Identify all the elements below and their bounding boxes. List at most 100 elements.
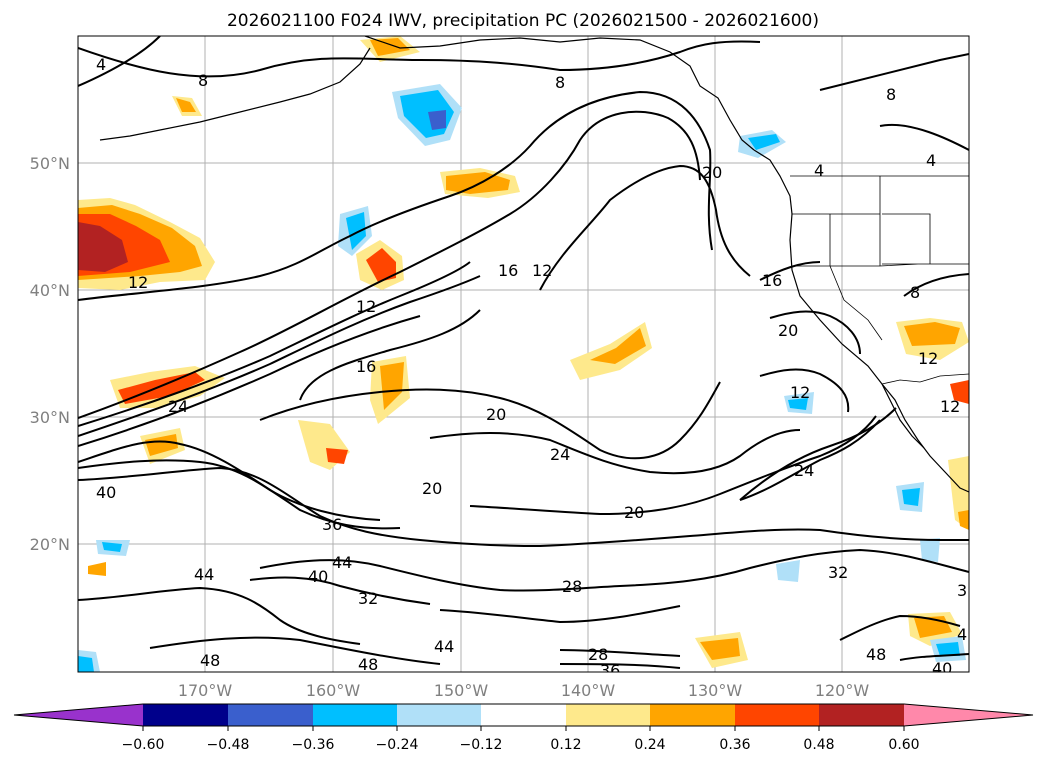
contour-28-south [439,605,681,624]
precip-positive-spot-12-core [370,38,410,56]
precip-negative-spot-6-core [902,488,920,506]
contour-4-ne [879,123,969,151]
political-borders [790,175,969,385]
precip-negative-spot-2-core [346,212,366,250]
precip-positive-spot-15-core [958,510,969,530]
colorbar-tick-label: 0.48 [803,737,834,753]
contour-label: 24 [168,397,188,416]
colorbar: −0.60 −0.48 −0.36 −0.24 −0.12 0.12 0.24 … [13,703,1034,753]
contour-8-north [78,40,761,78]
contour-20-south [469,415,877,516]
contour-label: 40 [932,659,952,678]
contour-label: 4 [957,625,967,644]
contour-label: 8 [555,73,565,92]
lon-label: 140°W [561,681,616,700]
contour-36-south [559,663,681,669]
contour-label: 12 [356,297,376,316]
lon-axis-labels: 170°W 160°W 150°W 140°W 130°W 120°W [178,681,870,700]
lat-gridlines [78,162,969,545]
contour-12-east [759,368,850,413]
precip-negative-spot-8 [920,538,940,562]
contour-32-south [259,548,969,592]
contour-label: 32 [358,589,378,608]
contour-24-jet [78,275,481,437]
baja-california [881,383,925,449]
contour-label: 36 [322,515,342,534]
colorbar-segment [650,704,735,726]
contour-28-south-2 [559,649,681,657]
contour-label: 20 [624,503,644,522]
colorbar-tick-label: −0.36 [292,737,335,753]
colorbar-segment [228,704,313,726]
contour-label: 4 [96,55,106,74]
contour-16-ridge [78,110,701,419]
colorbar-segment [143,704,228,726]
precip-positive-spot-10-core [700,638,740,660]
colorbar-tick-label: −0.48 [207,737,250,753]
map-frame [77,35,970,673]
contour-label: 12 [532,261,552,280]
colorbar-tick-label: −0.12 [460,737,503,753]
contour-label: 16 [762,271,782,290]
alaska-coast [364,36,755,151]
lon-label: 170°W [178,681,233,700]
contour-20-east [769,310,861,355]
contour-label: 28 [588,645,608,664]
precip-positive-west-max [78,222,128,272]
precip-positive-spot-3-core [118,372,205,404]
contour-label: 48 [200,651,220,670]
lat-label: 50°N [30,154,70,173]
lat-label: 30°N [30,408,70,427]
contour-44-south [78,586,361,645]
contour-label: 20 [486,405,506,424]
contour-label: 12 [790,383,810,402]
precip-positive-spot-7-core [145,434,178,456]
contour-label: 48 [866,645,886,664]
contour-label: 12 [940,397,960,416]
contour-label: 20 [778,321,798,340]
contour-48-se [839,614,961,641]
contour-label: 44 [194,565,214,584]
state-borders [792,176,969,341]
contour-label: 40 [96,483,116,502]
precip-negative-spot-7-core [788,398,808,410]
contour-label: 48 [358,655,378,674]
colorbar-segment [397,704,481,726]
contour-16-central [299,309,481,401]
contour-label: 4 [814,161,824,180]
contour-label: 28 [562,577,582,596]
contour-label: 12 [918,349,938,368]
iwv-contours [78,36,969,669]
colorbar-segment [735,704,819,726]
contour-label: 44 [434,637,454,656]
precip-shading [78,36,969,672]
contour-label: 36 [600,661,620,680]
contour-20-central [259,381,721,460]
precip-positive-spot-13-core [176,98,196,112]
contour-label: 24 [550,445,570,464]
precip-negative-spot-9 [776,560,800,582]
precip-positive-spot-8-core [904,322,960,346]
precip-negative-spot-5-core [78,656,94,672]
colorbar-ticks [142,726,905,731]
contour-label: 8 [910,283,920,302]
lat-label: 20°N [30,535,70,554]
lon-label: 160°W [306,681,361,700]
colorbar-segment [566,704,650,726]
contour-label: 8 [886,85,896,104]
contour-12-trough [539,164,751,291]
colorbar-tick-label: −0.60 [122,737,165,753]
colorbar-segment [819,704,904,726]
contour-28-jet [78,315,421,447]
contour-12-ridge [78,90,713,301]
precip-positive-spot-14 [88,562,106,576]
contour-label: 12 [128,273,148,292]
bc-coast [753,149,793,215]
contour-20-jet-1 [78,261,471,427]
contour-24-central [429,429,801,475]
contour-16-east [759,261,821,281]
contour-8-ne [819,53,969,91]
precip-negative-spot-1-inner [428,110,446,130]
contour-8-east [903,273,969,297]
